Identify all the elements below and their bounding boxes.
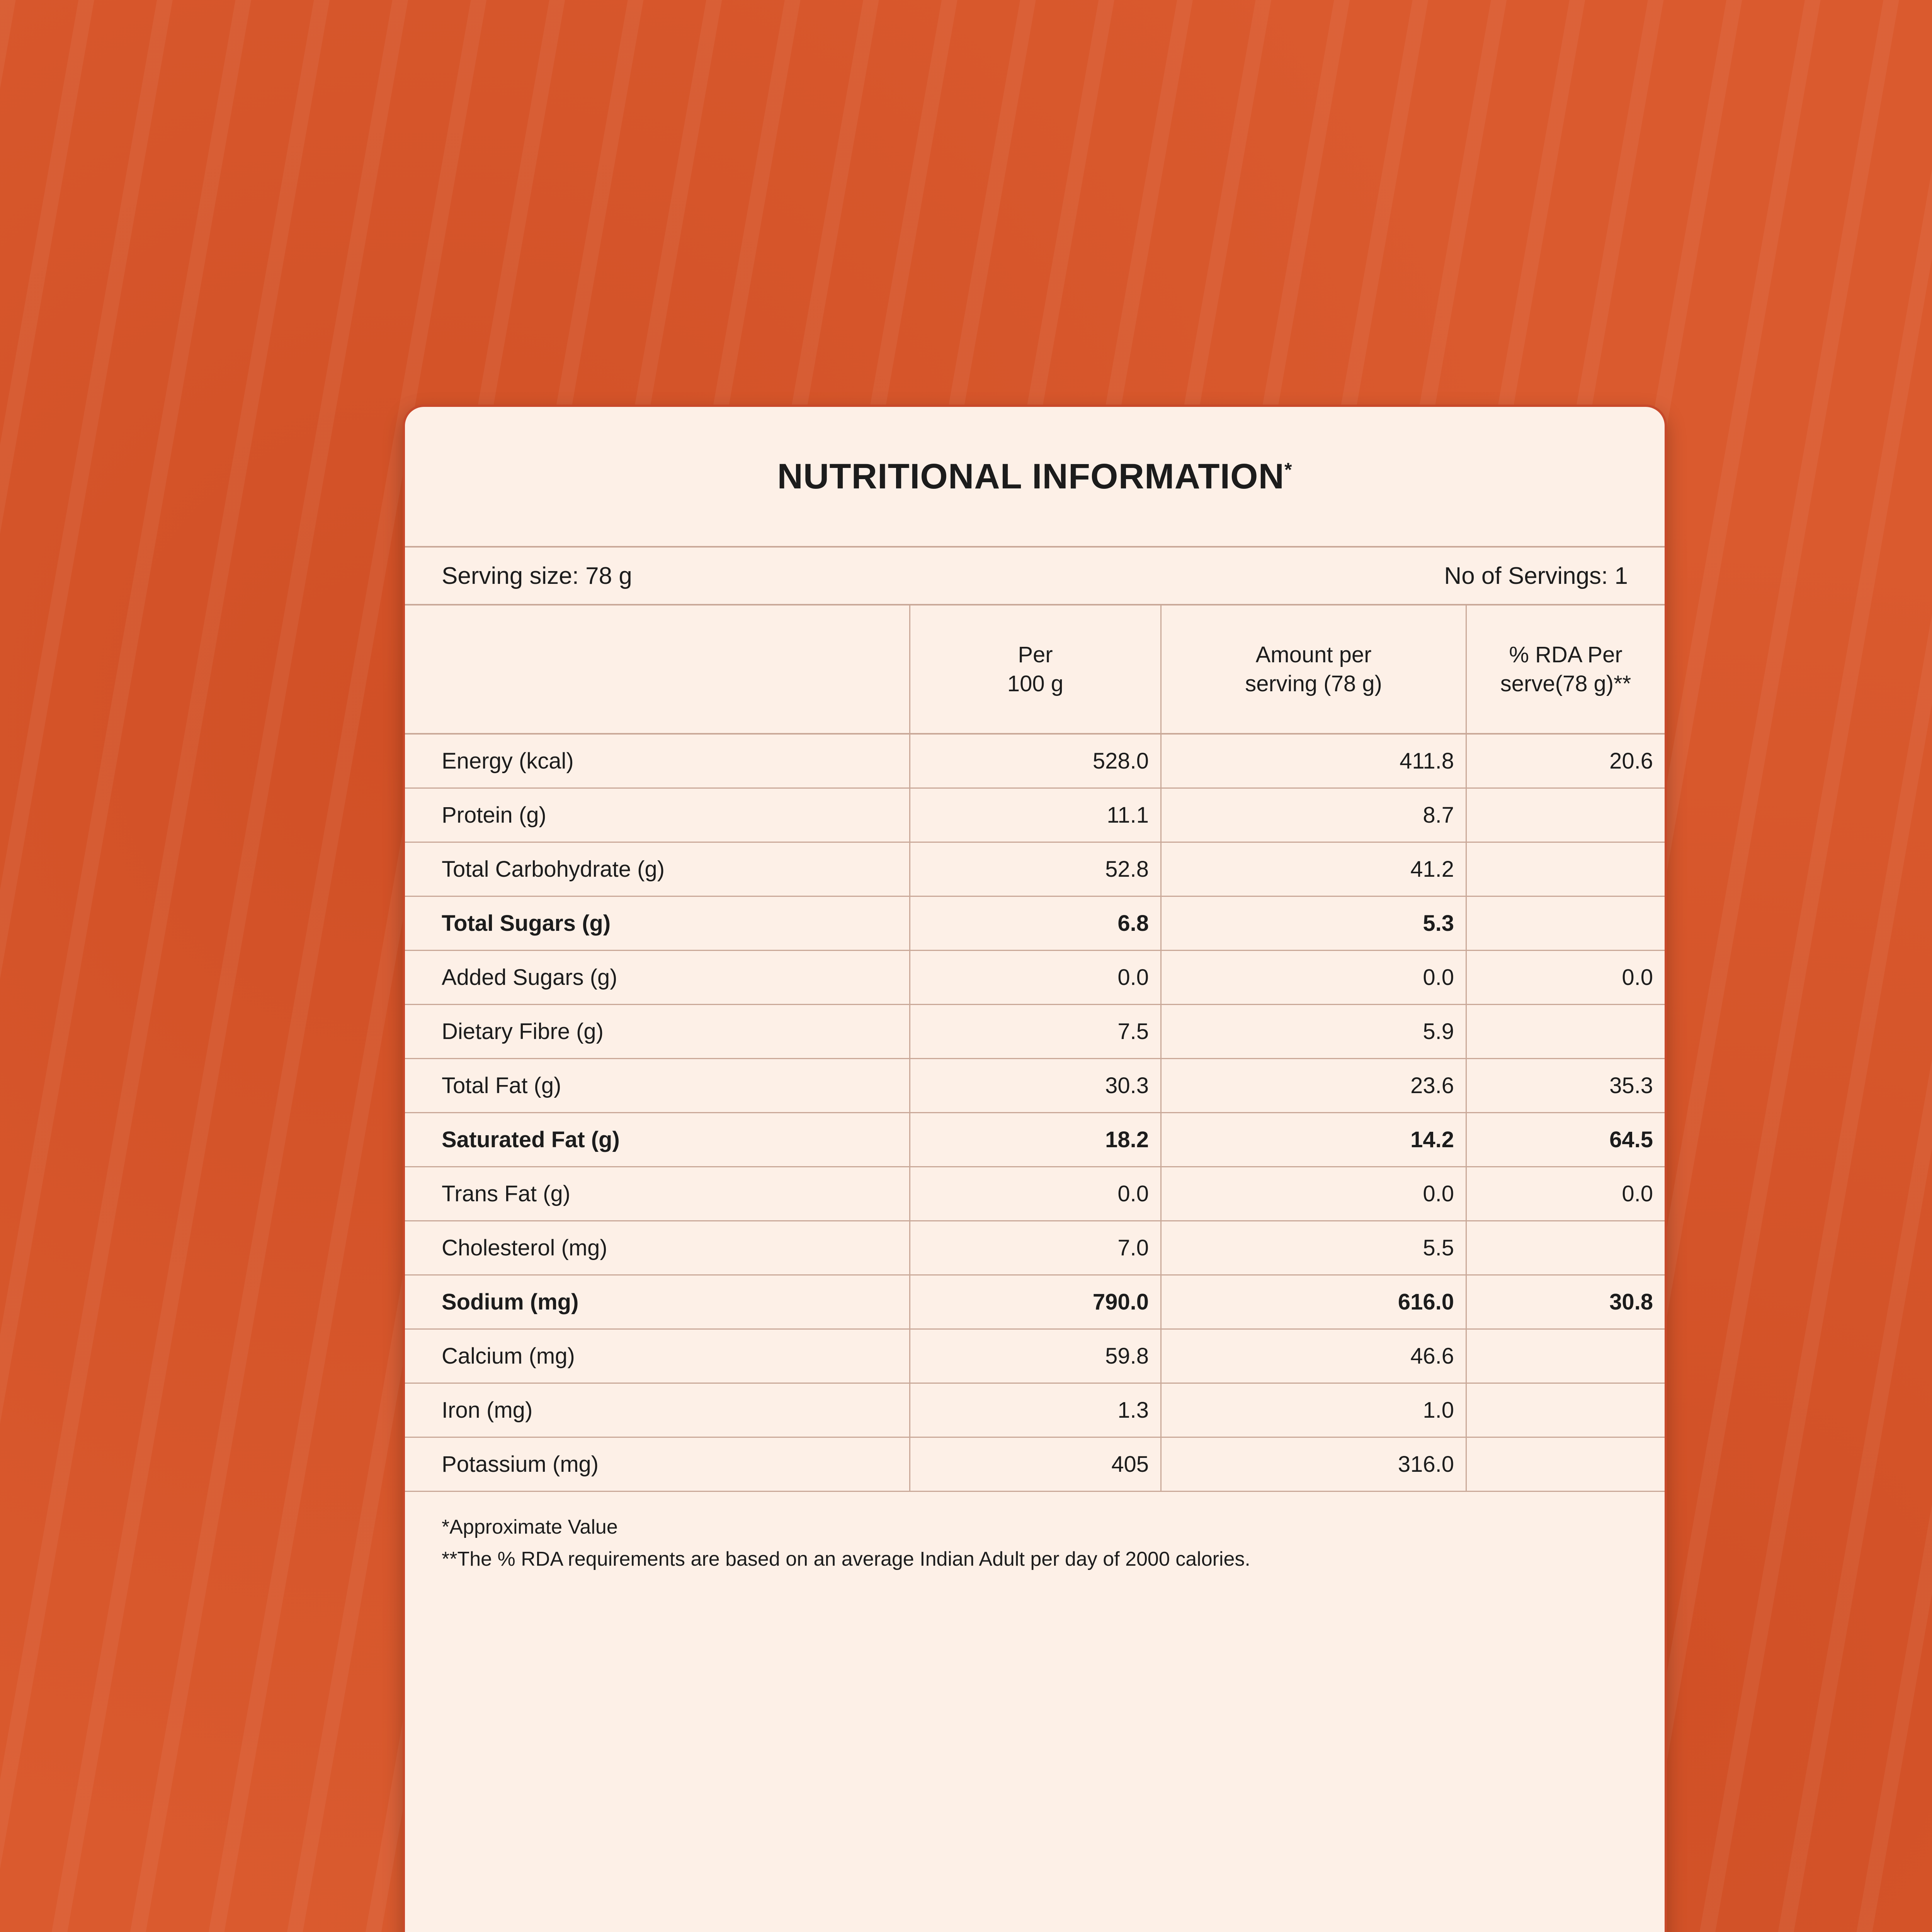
row-perserving: 1.0 <box>1160 1384 1466 1437</box>
row-perserving: 41.2 <box>1160 843 1466 896</box>
table-row: Trans Fat (g) 0.0 0.0 0.0 <box>405 1167 1665 1221</box>
row-rda <box>1466 1005 1665 1058</box>
table-row: Iron (mg) 1.3 1.0 <box>405 1384 1665 1438</box>
table-row: Protein (g) 11.1 8.7 <box>405 789 1665 843</box>
header-col-per100: Per 100 g <box>909 605 1160 733</box>
row-perserving: 5.9 <box>1160 1005 1466 1058</box>
serving-size-label: Serving size: 78 g <box>442 562 632 590</box>
table-header-row: Per 100 g Amount per serving (78 g) % RDA … <box>405 605 1665 735</box>
row-perserving: 616.0 <box>1160 1276 1466 1328</box>
row-label: Total Carbohydrate (g) <box>405 843 909 896</box>
row-perserving: 0.0 <box>1160 1167 1466 1220</box>
row-per100: 7.0 <box>909 1221 1160 1274</box>
row-rda: 30.8 <box>1466 1276 1665 1328</box>
row-label: Trans Fat (g) <box>405 1167 909 1220</box>
footer-notes: *Approximate Value **The % RDA requireme… <box>405 1492 1665 1600</box>
table-row: Dietary Fibre (g) 7.5 5.9 <box>405 1005 1665 1059</box>
row-perserving: 5.5 <box>1160 1221 1466 1274</box>
row-per100: 405 <box>909 1438 1160 1491</box>
title-row: NUTRITIONAL INFORMATION* <box>405 407 1665 548</box>
row-perserving: 14.2 <box>1160 1113 1466 1166</box>
row-perserving: 411.8 <box>1160 735 1466 787</box>
row-perserving: 46.6 <box>1160 1330 1466 1383</box>
row-per100: 59.8 <box>909 1330 1160 1383</box>
row-per100: 0.0 <box>909 951 1160 1004</box>
row-per100: 52.8 <box>909 843 1160 896</box>
row-perserving: 316.0 <box>1160 1438 1466 1491</box>
row-perserving: 8.7 <box>1160 789 1466 842</box>
row-label: Total Fat (g) <box>405 1059 909 1112</box>
header-col-perserving: Amount per serving (78 g) <box>1160 605 1466 733</box>
nutrition-card: NUTRITIONAL INFORMATION* Serving size: 7… <box>403 405 1667 1932</box>
row-rda: 35.3 <box>1466 1059 1665 1112</box>
row-per100: 0.0 <box>909 1167 1160 1220</box>
no-of-servings-label: No of Servings: 1 <box>1444 562 1628 590</box>
footer-note-rda: **The % RDA requirements are based on an… <box>442 1545 1628 1573</box>
table-row: Total Sugars (g) 6.8 5.3 <box>405 897 1665 951</box>
row-label: Protein (g) <box>405 789 909 842</box>
table-row: Added Sugars (g) 0.0 0.0 0.0 <box>405 951 1665 1005</box>
table-row: Total Fat (g) 30.3 23.6 35.3 <box>405 1059 1665 1113</box>
row-perserving: 23.6 <box>1160 1059 1466 1112</box>
header-col-label <box>405 605 909 733</box>
page-title: NUTRITIONAL INFORMATION* <box>777 456 1292 497</box>
table-row: Energy (kcal) 528.0 411.8 20.6 <box>405 735 1665 789</box>
row-rda <box>1466 1384 1665 1437</box>
row-rda <box>1466 1221 1665 1274</box>
row-label: Potassium (mg) <box>405 1438 909 1491</box>
header-col-rda: % RDA Per serve(78 g)** <box>1466 605 1665 733</box>
table-row: Calcium (mg) 59.8 46.6 <box>405 1330 1665 1384</box>
row-rda <box>1466 789 1665 842</box>
table-row: Saturated Fat (g) 18.2 14.2 64.5 <box>405 1113 1665 1167</box>
row-rda <box>1466 1330 1665 1383</box>
serving-info-row: Serving size: 78 g No of Servings: 1 <box>405 548 1665 605</box>
row-rda: 0.0 <box>1466 1167 1665 1220</box>
row-per100: 30.3 <box>909 1059 1160 1112</box>
row-label: Calcium (mg) <box>405 1330 909 1383</box>
row-per100: 18.2 <box>909 1113 1160 1166</box>
row-rda <box>1466 1438 1665 1491</box>
row-rda <box>1466 897 1665 950</box>
row-label: Dietary Fibre (g) <box>405 1005 909 1058</box>
table-row: Sodium (mg) 790.0 616.0 30.8 <box>405 1276 1665 1330</box>
row-rda: 20.6 <box>1466 735 1665 787</box>
row-per100: 7.5 <box>909 1005 1160 1058</box>
row-per100: 11.1 <box>909 789 1160 842</box>
row-per100: 790.0 <box>909 1276 1160 1328</box>
row-label: Iron (mg) <box>405 1384 909 1437</box>
row-rda <box>1466 843 1665 896</box>
table-row: Potassium (mg) 405 316.0 <box>405 1438 1665 1492</box>
row-label: Cholesterol (mg) <box>405 1221 909 1274</box>
row-perserving: 5.3 <box>1160 897 1466 950</box>
row-per100: 6.8 <box>909 897 1160 950</box>
row-per100: 1.3 <box>909 1384 1160 1437</box>
nutrition-table: Per 100 g Amount per serving (78 g) % RDA … <box>405 605 1665 1492</box>
row-rda: 0.0 <box>1466 951 1665 1004</box>
row-perserving: 0.0 <box>1160 951 1466 1004</box>
row-label: Sodium (mg) <box>405 1276 909 1328</box>
row-rda: 64.5 <box>1466 1113 1665 1166</box>
footer-note-approx: *Approximate Value <box>442 1513 1628 1541</box>
row-label: Added Sugars (g) <box>405 951 909 1004</box>
row-per100: 528.0 <box>909 735 1160 787</box>
row-label: Energy (kcal) <box>405 735 909 787</box>
row-label: Total Sugars (g) <box>405 897 909 950</box>
table-row: Cholesterol (mg) 7.0 5.5 <box>405 1221 1665 1276</box>
table-row: Total Carbohydrate (g) 52.8 41.2 <box>405 843 1665 897</box>
row-label: Saturated Fat (g) <box>405 1113 909 1166</box>
